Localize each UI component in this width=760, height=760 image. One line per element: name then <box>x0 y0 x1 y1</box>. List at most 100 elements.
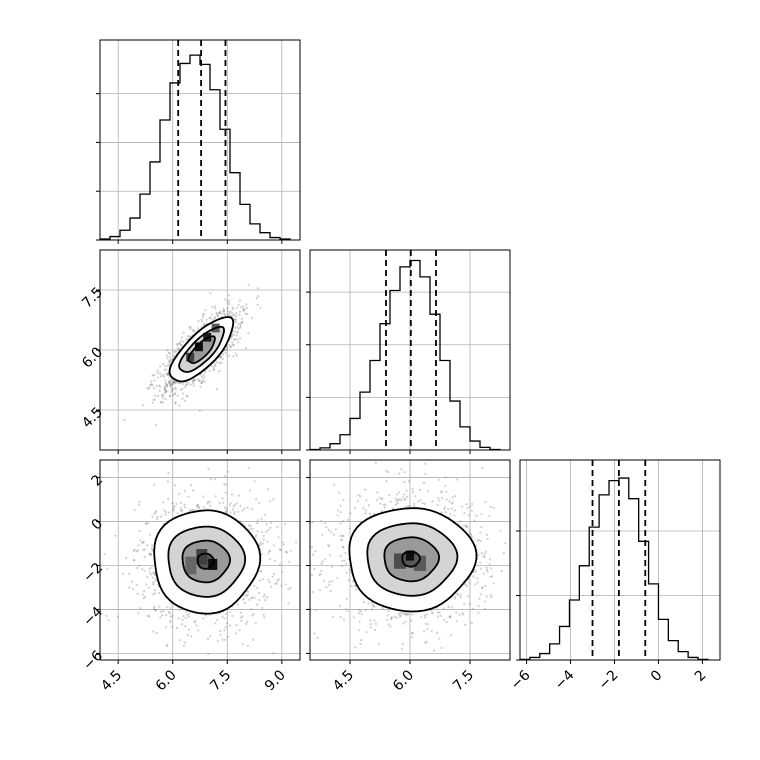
scatter-point <box>154 609 158 612</box>
scatter-point <box>325 586 328 589</box>
scatter-point <box>449 512 452 516</box>
scatter-point <box>277 536 280 539</box>
scatter-point <box>167 498 170 501</box>
scatter-point <box>185 394 188 397</box>
scatter-point <box>486 537 489 541</box>
scatter-point <box>233 512 236 516</box>
scatter-point <box>215 388 218 391</box>
scatter-point <box>214 307 217 310</box>
scatter-point <box>188 325 191 329</box>
scatter-point <box>236 338 239 341</box>
scatter-point <box>484 600 487 603</box>
scatter-point <box>263 616 266 619</box>
scatter-point <box>184 611 187 614</box>
scatter-point <box>144 522 148 525</box>
scatter-point <box>268 558 272 561</box>
scatter-point <box>437 497 440 500</box>
scatter-point <box>359 495 362 498</box>
scatter-point <box>348 569 351 572</box>
scatter-point <box>179 388 182 391</box>
scatter-point <box>265 523 268 526</box>
scatter-point <box>373 629 376 632</box>
scatter-point <box>329 554 332 557</box>
scatter-point <box>386 614 389 617</box>
scatter-point <box>121 572 125 575</box>
scatter-point <box>345 571 348 574</box>
scatter-point <box>407 613 410 616</box>
scatter-point <box>413 502 416 505</box>
scatter-point <box>159 610 162 613</box>
scatter-point <box>400 468 403 471</box>
scatter-point <box>258 544 261 547</box>
scatter-point <box>362 600 365 604</box>
scatter-point <box>167 472 170 475</box>
scatter-point <box>162 397 165 400</box>
scatter-point <box>484 550 487 553</box>
scatter-point <box>206 502 209 505</box>
scatter-point <box>152 583 155 586</box>
scatter-point <box>151 384 154 387</box>
scatter-point <box>170 389 173 392</box>
scatter-point <box>330 530 333 534</box>
scatter-point <box>477 605 480 608</box>
scatter-point <box>267 488 270 491</box>
scatter-point <box>440 491 443 494</box>
scatter-point <box>236 326 239 329</box>
scatter-point <box>246 312 249 316</box>
scatter-point <box>169 385 172 388</box>
scatter-point <box>450 502 453 505</box>
scatter-point <box>131 580 134 583</box>
scatter-point <box>403 498 406 501</box>
density-cell <box>394 553 406 569</box>
scatter-point <box>224 298 227 301</box>
scatter-point <box>229 337 232 340</box>
scatter-point <box>284 550 288 554</box>
scatter-point <box>402 622 405 625</box>
scatter-point <box>202 617 205 620</box>
scatter-point <box>209 504 212 507</box>
scatter-point <box>105 614 108 618</box>
scatter-point <box>438 611 441 614</box>
scatter-point <box>164 364 167 368</box>
scatter-point <box>174 350 177 353</box>
scatter-point <box>176 347 179 350</box>
scatter-point <box>249 527 252 530</box>
scatter-point <box>164 614 168 617</box>
scatter-point <box>467 595 470 598</box>
scatter-point <box>172 381 175 384</box>
scatter-point <box>401 496 404 499</box>
scatter-point <box>442 607 445 611</box>
scatter-point <box>152 398 155 401</box>
scatter-point <box>258 502 261 505</box>
scatter-point <box>261 606 264 610</box>
scatter-point <box>153 573 156 576</box>
scatter-point <box>226 307 229 310</box>
scatter-point <box>143 548 146 551</box>
scatter-point <box>173 350 176 353</box>
scatter-point <box>216 618 219 622</box>
scatter-point <box>333 483 336 486</box>
scatter-point <box>399 614 402 617</box>
scatter-point <box>171 625 174 628</box>
scatter-point <box>377 643 380 646</box>
scatter-point <box>254 535 257 538</box>
scatter-point <box>424 622 427 625</box>
scatter-point <box>476 577 479 580</box>
scatter-point <box>222 309 225 312</box>
scatter-point <box>205 318 208 321</box>
scatter-point <box>437 478 440 481</box>
scatter-point <box>185 383 188 387</box>
scatter-point <box>311 590 314 594</box>
scatter-point <box>314 608 317 612</box>
scatter-point <box>387 610 390 613</box>
scatter-point <box>181 387 184 390</box>
scatter-point <box>367 602 370 605</box>
scatter-point <box>135 583 138 586</box>
scatter-point <box>341 559 344 562</box>
scatter-point <box>150 548 153 551</box>
scatter-point <box>183 490 186 493</box>
scatter-point <box>147 586 150 589</box>
scatter-point <box>159 375 163 378</box>
scatter-point <box>149 552 152 555</box>
scatter-point <box>222 310 225 313</box>
